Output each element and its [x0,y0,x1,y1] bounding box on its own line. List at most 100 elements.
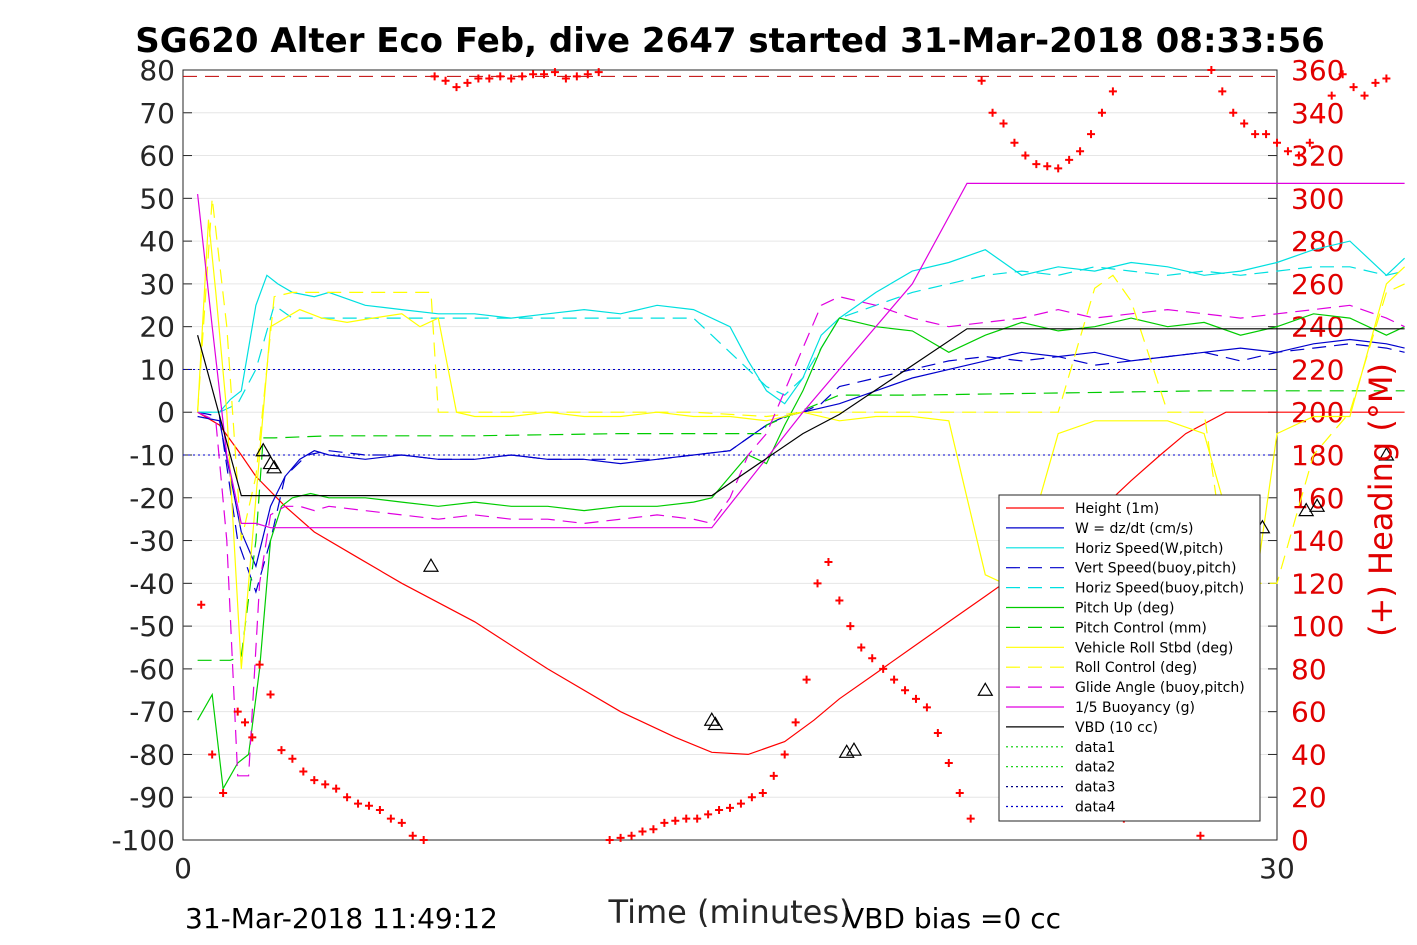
y-right-tick-label: 20 [1291,781,1327,814]
y-tick-label: 40 [139,225,175,258]
y-tick-label: 80 [139,54,175,87]
y-tick-label: -80 [129,738,175,771]
gps-marker [1298,502,1315,517]
y-right-tick-label: 180 [1291,439,1344,472]
heading-point [518,72,527,81]
legend-entry: data4 [1075,800,1116,816]
heading-point [977,76,986,85]
heading-point [846,622,855,631]
heading-point [240,718,249,727]
legend-entry: Pitch Up (deg) [1075,601,1174,617]
heading-point [1087,130,1096,139]
legend-entry: Height (1m) [1075,501,1159,517]
heading-point [835,596,844,605]
heading-point [1065,155,1074,164]
heading-point [813,579,822,588]
legend-entry: Horiz Speed(buoy,pitch) [1075,581,1244,597]
heading-point [594,68,603,77]
gps-marker [845,741,863,756]
heading-point [616,833,625,842]
heading-point [1251,130,1260,139]
series-line-10 [197,182,1405,529]
heading-point [507,74,516,83]
series-line-11 [197,328,1405,497]
heading-point [1229,108,1238,117]
heading-point [824,557,833,566]
heading-point [386,814,395,823]
heading-point [1262,130,1271,139]
heading-point [1097,108,1106,117]
heading-point [1294,151,1303,160]
y-tick-label: -90 [129,781,175,814]
heading-point [1360,91,1369,100]
y-right-tick-label: 40 [1291,738,1327,771]
y-right-tick-label: 60 [1291,696,1327,729]
heading-point [233,707,242,716]
heading-point [901,686,910,695]
y-tick-label: -10 [129,439,175,472]
heading-point [485,74,494,83]
gps-marker [1309,498,1326,512]
y-right-tick-label: 140 [1291,525,1344,558]
heading-point [1240,119,1249,128]
heading-point [944,759,953,767]
heading-point [1032,160,1041,169]
y-tick-label: -70 [129,696,175,729]
y-tick-label: 20 [139,311,175,344]
heading-point [1054,164,1063,173]
timestamp-footer: 31-Mar-2018 11:49:12 [185,902,498,935]
heading-point [988,108,997,117]
y-right-tick-label: 280 [1291,225,1344,258]
y-right-tick-label: 100 [1291,610,1344,643]
heading-point [248,733,257,742]
heading-point [682,814,691,823]
heading-point [1108,87,1117,96]
heading-point [857,643,866,652]
x-axis: 0 30 [174,831,1295,885]
heading-point [474,74,483,83]
heading-point [463,78,472,87]
gps-marker [262,455,279,470]
x-tick-label: 30 [1259,852,1295,885]
y-tick-label: 70 [139,97,175,130]
left-axis: 80 70 60 50 40 30 20 10 0 -10 -20 -30 -40 -50 -60 -70 -8… [111,54,192,857]
y-right-tick-label: 80 [1291,653,1327,686]
heading-point [419,836,428,844]
heading-point [780,750,789,759]
heading-point [890,675,899,684]
heading-point [758,788,767,797]
heading-point [1327,91,1336,100]
x-tick-label: 0 [174,852,192,885]
heading-point [999,119,1008,128]
y-right-tick-label: 160 [1291,482,1344,515]
heading-point [496,72,505,81]
heading-point [561,74,570,83]
legend-entry: Pitch Control (mm) [1075,620,1207,636]
legend-entry: Roll Control (deg) [1075,660,1197,676]
series-line-5 [197,313,1405,791]
gps-marker [266,459,283,474]
heading-point [1207,66,1216,74]
heading-point [299,767,308,776]
y-right-tick-label: 260 [1291,268,1344,301]
gps-marker [703,712,720,726]
heading-point [266,690,275,699]
heading-point [1021,151,1030,160]
y-right-tick-label: 300 [1291,182,1344,215]
heading-point [441,76,450,85]
gps-marker [422,558,440,572]
heading-point [726,803,734,812]
y-tick-label: 0 [157,396,175,429]
heading-point [736,799,745,808]
gps-marker [1378,446,1395,461]
y-right-tick-label: 220 [1291,353,1344,386]
heading-point [911,694,920,703]
heading-point [1349,83,1358,92]
legend-entry: VBD (10 cc) [1075,720,1158,736]
heading-point [922,703,931,712]
heading-point [255,660,264,669]
x-axis-label: Time (minutes) [608,893,852,931]
heading-point [693,814,702,823]
heading-point [704,810,713,819]
legend-entry: data3 [1075,780,1115,796]
